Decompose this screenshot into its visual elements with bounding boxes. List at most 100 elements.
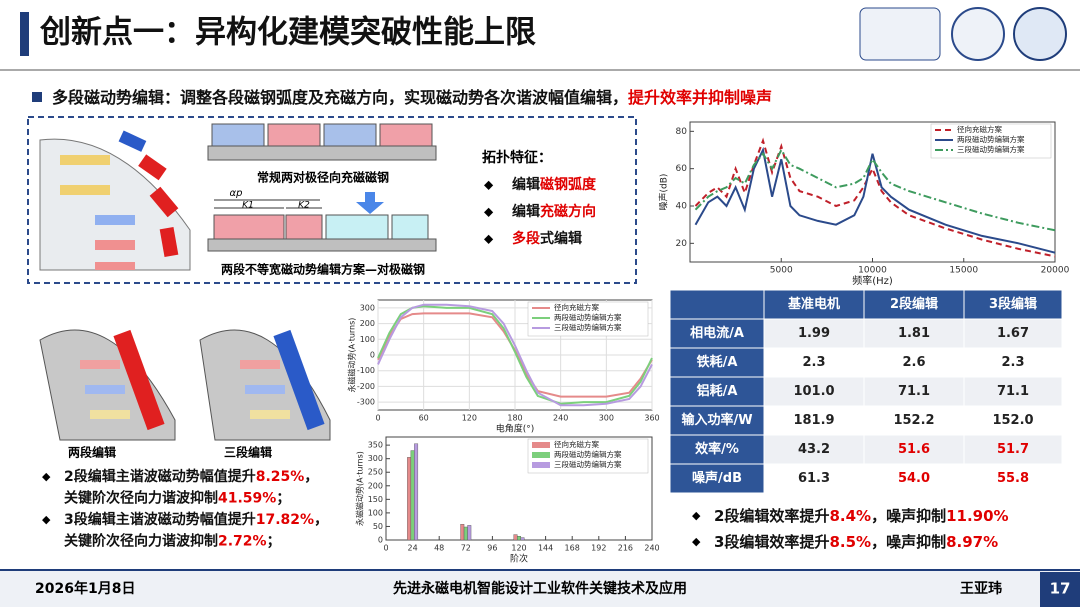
x-tick-label: 360 — [644, 414, 659, 423]
table-header: 基准电机 — [787, 296, 840, 312]
page-box — [1040, 572, 1080, 607]
table-cell: 输入功率/W — [681, 412, 752, 428]
bullet: ◆ — [484, 178, 494, 192]
y-tick-label: -100 — [357, 366, 375, 375]
table-cell: 相电流/A — [690, 325, 744, 341]
y-tick-label: 20 — [676, 239, 688, 249]
legend-label: 径向充磁方案 — [957, 124, 1002, 134]
text-run: 11.90% — [946, 507, 1008, 525]
y-tick-label: 60 — [676, 164, 688, 174]
text-run: 关键阶次径向力谐波抑制 — [64, 533, 218, 550]
bar — [414, 443, 419, 541]
series-line — [694, 147, 1056, 232]
table-cell: 101.0 — [793, 384, 834, 399]
table-cell-bg — [963, 463, 1063, 494]
rich-text: 关键阶次径向力谐波抑制2.72%； — [64, 533, 281, 550]
y-tick-label: 0 — [370, 351, 375, 360]
y-tick-label: 200 — [360, 319, 375, 328]
y-axis-label: 永磁磁动势(A·turns) — [355, 451, 365, 526]
y-axis-label: 噪声(dB) — [658, 174, 670, 211]
x-tick-label: 48 — [434, 544, 444, 553]
table-cell: 152.2 — [893, 413, 934, 428]
text-run: 磁钢弧度 — [540, 176, 597, 193]
x-tick-label: 216 — [618, 544, 633, 553]
table-cell-bg — [863, 405, 965, 436]
table-cell: 2.3 — [802, 355, 825, 370]
x-tick-label: 240 — [553, 414, 568, 423]
title-bar — [20, 12, 29, 56]
y-tick-label: -200 — [357, 382, 375, 391]
legend-label: 两段磁动势编辑方案 — [957, 134, 1025, 144]
text-run: ，噪声抑制 — [871, 533, 946, 551]
y-tick-label: 300 — [368, 454, 383, 463]
text-run: 2.72% — [218, 534, 267, 550]
bar — [517, 536, 521, 541]
table-cell: 51.6 — [898, 442, 930, 457]
table-cell-bg — [669, 347, 765, 378]
table-header: 3段编辑 — [989, 296, 1037, 312]
text-run: 8.4% — [829, 507, 871, 525]
x-tick-label: 120 — [511, 544, 526, 553]
logos — [859, 7, 1067, 61]
x-tick-label: 180 — [507, 414, 522, 423]
bullet-square — [32, 92, 42, 102]
diagram-label: 常规两对极径向充磁磁钢 — [257, 170, 389, 185]
y-tick-label: 40 — [676, 202, 688, 212]
table-cell-bg — [963, 405, 1063, 436]
text-run: 8.5% — [829, 533, 871, 551]
text-run: 2段编辑主谐波磁动势幅值提升 — [64, 468, 256, 485]
legend-label: 两段磁动势编辑方案 — [554, 312, 622, 322]
table-cell: 噪声/dB — [692, 470, 742, 486]
bullet: ◆ — [692, 509, 701, 522]
legend-label: 径向充磁方案 — [554, 439, 599, 449]
text-run: ； — [276, 491, 290, 507]
y-tick-label: 300 — [360, 303, 375, 312]
text-run: 8.97% — [946, 533, 998, 551]
y-tick-label: 250 — [368, 468, 383, 477]
rich-text: 关键阶次径向力谐波抑制41.59%； — [64, 490, 290, 507]
rich-text: 编辑充磁方向 — [512, 203, 596, 220]
bullet: ◆ — [484, 205, 494, 219]
x-axis-label: 阶次 — [510, 553, 528, 565]
table-cell-bg — [963, 347, 1063, 378]
page-number: 17 — [1050, 580, 1071, 598]
text-run: ，噪声抑制 — [871, 507, 946, 525]
text-run: 编辑 — [512, 203, 540, 220]
x-tick-label: 10000 — [858, 266, 887, 276]
rich-text: 3段编辑效率提升8.5%，噪声抑制8.97% — [714, 533, 998, 551]
text-run: 式编辑 — [540, 230, 582, 247]
table-cell: 152.0 — [992, 413, 1033, 428]
legend-label: 两段磁动势编辑方案 — [554, 449, 622, 459]
table-cell: 效率/% — [695, 441, 739, 457]
table-header-cell — [863, 289, 965, 320]
text-run: 多段磁动势编辑：调整各段磁钢弧度及充磁方向，实现磁动势各次谐波幅值编辑， — [52, 88, 628, 107]
footer-title: 先进永磁电机智能设计工业软件关键技术及应用 — [393, 580, 687, 597]
magnet-diagram — [207, 123, 437, 252]
bar — [513, 534, 518, 541]
rich-text: 编辑磁钢弧度 — [512, 176, 597, 193]
table-cell: 71.1 — [997, 384, 1029, 399]
y-tick-label: 80 — [676, 127, 688, 137]
text-run: 提升效率并抑制噪声 — [628, 88, 772, 107]
x-tick-label: 5000 — [770, 266, 793, 276]
bar — [520, 537, 525, 541]
y-tick-label: 150 — [368, 495, 383, 504]
x-tick-label: 20000 — [1041, 266, 1070, 276]
y-tick-label: 350 — [368, 441, 383, 450]
motor-sketch — [39, 130, 191, 271]
footer — [0, 570, 1080, 607]
topology-title: 拓扑特征： — [482, 149, 552, 166]
y-tick-label: 0 — [378, 536, 383, 545]
table-header: 2段编辑 — [890, 296, 938, 312]
rich-text: 多段式编辑 — [512, 230, 582, 247]
bar — [407, 457, 412, 541]
legend-label: 三段磁动势编辑方案 — [554, 459, 622, 469]
diagram-symbol: K1 — [242, 201, 254, 211]
x-tick-label: 144 — [538, 544, 553, 553]
table-cell: 铝耗/A — [697, 383, 738, 399]
slide-title: 创新点一：异构化建模突破性能上限 — [39, 15, 536, 51]
motor-label: 两段编辑 — [68, 445, 116, 460]
text-run: 3段编辑主谐波磁动势幅值提升 — [64, 511, 256, 528]
table-header-cell — [669, 289, 765, 320]
